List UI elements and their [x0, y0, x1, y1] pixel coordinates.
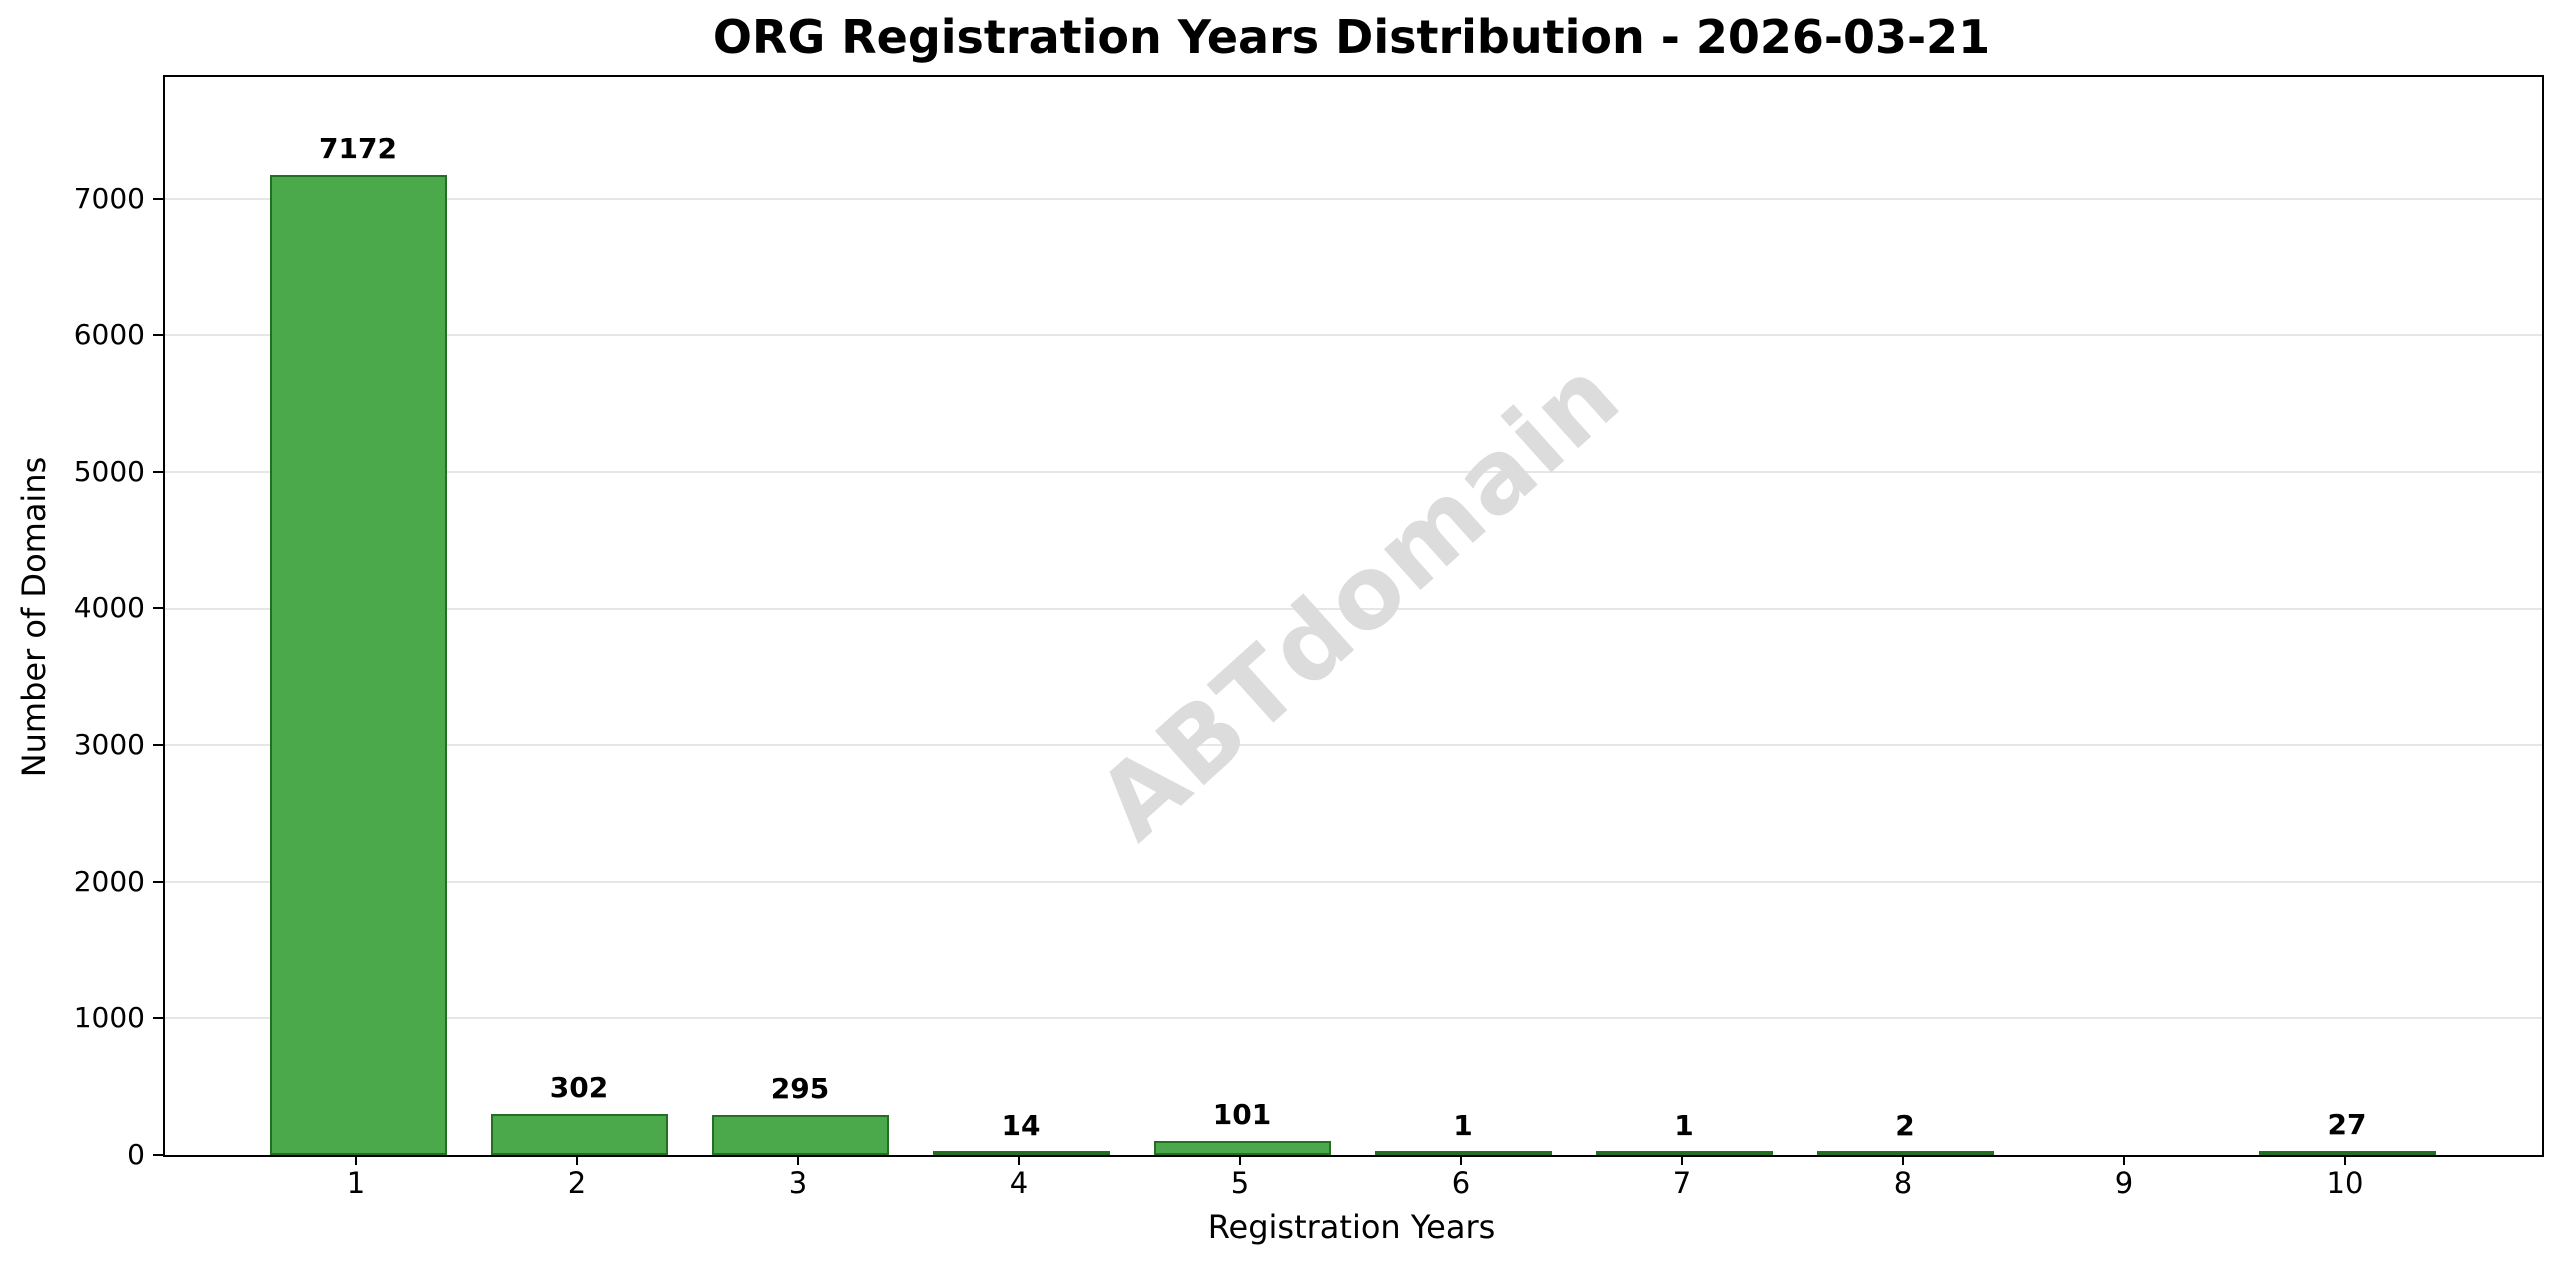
- x-tick-mark: [1681, 1155, 1683, 1165]
- x-tick-label: 9: [2114, 1166, 2134, 1200]
- y-tick-mark: [153, 607, 163, 610]
- y-tick-label: 4000: [73, 591, 145, 625]
- gridline-y1000: [165, 1017, 2542, 1020]
- x-tick-label: 8: [1893, 1166, 1913, 1200]
- x-tick-mark: [355, 1155, 357, 1165]
- y-tick-label: 7000: [73, 181, 145, 215]
- x-tick-mark: [1018, 1155, 1020, 1165]
- bar-year-6: [1374, 1151, 1552, 1155]
- x-tick-label: 4: [1009, 1166, 1029, 1200]
- x-tick-label: 3: [788, 1166, 808, 1200]
- y-tick-label: 2000: [73, 864, 145, 898]
- x-tick-label: 1: [346, 1166, 366, 1200]
- y-tick-label: 6000: [73, 318, 145, 352]
- y-tick-mark: [153, 744, 163, 747]
- y-tick-mark: [153, 880, 163, 883]
- y-tick-label: 1000: [73, 1001, 145, 1035]
- bar-year-3: [711, 1114, 889, 1155]
- bar-value-label-5: 101: [1212, 1098, 1272, 1132]
- bar-value-label-4: 14: [1001, 1109, 1041, 1142]
- bar-value-label-8: 2: [1895, 1109, 1915, 1142]
- x-tick-label: 2: [567, 1166, 587, 1200]
- bar-year-8: [1816, 1151, 1994, 1155]
- y-tick-label: 3000: [73, 728, 145, 762]
- x-tick-mark: [576, 1155, 578, 1165]
- y-tick-mark: [153, 1154, 163, 1156]
- gridline-y3000: [165, 744, 2542, 747]
- x-tick-label: 10: [2326, 1166, 2364, 1200]
- y-tick-mark: [153, 197, 163, 200]
- x-tick-mark: [1460, 1155, 1462, 1165]
- x-tick-mark: [2123, 1155, 2125, 1165]
- y-tick-mark: [153, 1017, 163, 1020]
- y-tick-mark: [153, 470, 163, 473]
- x-tick-mark: [1902, 1155, 1904, 1165]
- x-tick-label: 6: [1451, 1166, 1471, 1200]
- gridline-y6000: [165, 334, 2542, 337]
- bar-year-2: [490, 1113, 668, 1155]
- y-tick-label: 0: [127, 1138, 145, 1171]
- bar-year-5: [1153, 1141, 1331, 1155]
- x-axis-label: Registration Years: [1207, 1208, 1496, 1246]
- bar-value-label-10: 27: [2327, 1108, 2367, 1142]
- bar-value-label-3: 295: [770, 1071, 830, 1105]
- bar-value-label-1: 7172: [319, 132, 397, 166]
- watermark: ABTdomain: [1075, 335, 1643, 863]
- bar-year-1: [269, 175, 447, 1155]
- bar-year-4: [932, 1151, 1110, 1155]
- gridline-y7000: [165, 197, 2542, 200]
- x-tick-label: 5: [1230, 1166, 1250, 1200]
- gridline-y4000: [165, 607, 2542, 610]
- plot-area: ABTdomain 7172 302 295 14 101 1 1 2 27: [163, 75, 2544, 1157]
- x-tick-mark: [1239, 1155, 1241, 1165]
- x-tick-label: 7: [1672, 1166, 1692, 1200]
- y-tick-label: 5000: [73, 454, 145, 488]
- bar-year-10: [2258, 1151, 2436, 1155]
- x-tick-mark: [2344, 1155, 2346, 1165]
- gridline-y2000: [165, 880, 2542, 883]
- y-tick-mark: [153, 334, 163, 337]
- bar-year-7: [1595, 1151, 1773, 1155]
- bar-value-label-7: 1: [1674, 1109, 1694, 1142]
- bar-value-label-6: 1: [1453, 1109, 1473, 1142]
- bar-value-label-2: 302: [549, 1070, 609, 1104]
- chart-title: ORG Registration Years Distribution - 20…: [712, 10, 1991, 64]
- x-tick-mark: [797, 1155, 799, 1165]
- gridline-y5000: [165, 470, 2542, 473]
